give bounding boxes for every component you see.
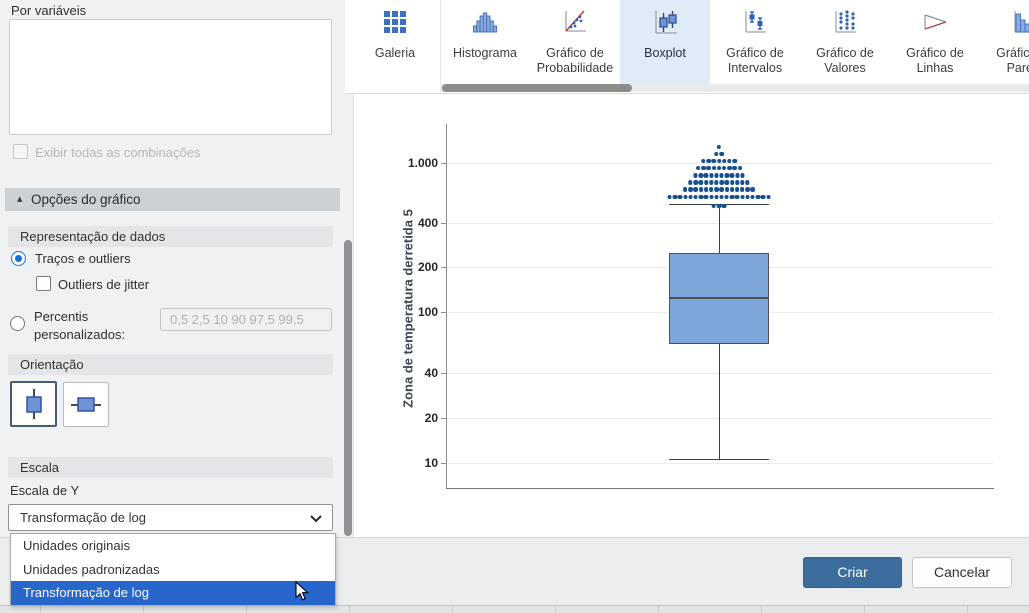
gridline-10: [447, 463, 993, 464]
custom-percentiles-label-1: Percentis: [34, 309, 89, 324]
worksheet-grid-strip: [0, 605, 1029, 613]
gallery-tab-probabilidade[interactable]: Gráfico de Probabilidade: [530, 0, 620, 88]
custom-percentiles-radio[interactable]: [10, 316, 25, 331]
boxplot-preview: Zona de temperatura derretida 5 1.000 40…: [353, 94, 1029, 537]
y-scale-selected-value: Transformação de log: [20, 510, 146, 525]
dropdown-option-unidades-originais[interactable]: Unidades originais: [23, 538, 130, 553]
gridline-400: [447, 223, 993, 224]
ytick-label: 100: [417, 305, 438, 319]
orientation-header: Orientação: [8, 354, 333, 375]
ytick-label: 10: [424, 456, 438, 470]
traces-outliers-label: Traços e outliers: [35, 251, 131, 266]
chart-options-header[interactable]: ▴ Opções do gráfico: [5, 188, 340, 211]
gallery-scrollbar-thumb[interactable]: [442, 84, 632, 92]
gridline-40: [447, 373, 993, 374]
show-all-combinations-label: Exibir todas as combinações: [35, 145, 201, 160]
lower-whisker-line: [718, 344, 720, 459]
ytick-label: 400: [417, 216, 438, 230]
horizontal-orientation-button[interactable]: [63, 382, 109, 427]
ytick-mark: [441, 463, 447, 464]
median-line: [669, 297, 769, 299]
ytick-label: 200: [417, 260, 438, 274]
mouse-cursor: [295, 580, 311, 608]
pareto-icon: [1012, 9, 1029, 40]
probability-plot-icon: [562, 9, 588, 40]
dropdown-option-unidades-padronizadas[interactable]: Unidades padronizadas: [23, 561, 160, 577]
create-button[interactable]: Criar: [803, 557, 902, 588]
custom-percentiles-input[interactable]: [160, 308, 332, 331]
ytick-label: 20: [424, 411, 438, 425]
custom-percentiles-label-2: personalizados:: [34, 327, 126, 342]
ytick-mark: [441, 163, 447, 164]
by-variables-label: Por variáveis: [11, 3, 87, 18]
jitter-outliers-checkbox[interactable]: [36, 276, 51, 291]
gallery-tab-boxplot[interactable]: Boxplot: [620, 0, 710, 88]
ytick-label: 1.000: [407, 156, 438, 170]
interval-plot-icon: [742, 9, 768, 40]
data-representation-header: Representação de dados: [8, 226, 333, 247]
chevron-down-icon: [310, 515, 322, 523]
ytick-mark: [441, 267, 447, 268]
sidebar-scrollbar-thumb[interactable]: [344, 240, 352, 536]
ytick-mark: [441, 373, 447, 374]
ytick-mark: [441, 223, 447, 224]
vertical-boxplot-icon: [25, 389, 42, 419]
ytick-mark: [441, 418, 447, 419]
gallery-tab-intervalos[interactable]: Gráfico de Intervalos: [710, 0, 800, 88]
options-sidebar: Por variáveis Exibir todas as combinaçõe…: [0, 0, 345, 537]
gallery-tab-pareto[interactable]: Gráfico de Pareto: [980, 0, 1029, 88]
gallery-scrollbar-track[interactable]: [440, 84, 1029, 92]
scale-header: Escala: [8, 457, 333, 478]
ytick-label: 40: [424, 366, 438, 380]
y-scale-select[interactable]: Transformação de log: [8, 504, 333, 531]
ytick-mark: [441, 312, 447, 313]
histogram-icon: [471, 9, 499, 40]
gallery-tab-valores[interactable]: Gráfico de Valores: [800, 0, 890, 88]
traces-outliers-radio[interactable]: [11, 251, 26, 266]
x-axis-line: [446, 488, 994, 490]
gallery-grid-icon: [382, 9, 408, 40]
horizontal-boxplot-icon: [71, 396, 101, 412]
chart-gallery-bar: Galeria Histograma: [345, 0, 1029, 94]
upper-whisker-line: [718, 204, 720, 253]
boxplot-icon: [651, 9, 679, 42]
gallery-tab-galeria[interactable]: Galeria: [350, 0, 441, 88]
dropdown-option-transformacao-log[interactable]: Transformação de log: [11, 581, 335, 605]
y-axis-line: [446, 124, 448, 488]
gallery-tab-linhas[interactable]: Gráfico de Linhas: [890, 0, 980, 88]
y-scale-dropdown-list: Unidades originais Unidades padronizadas…: [10, 533, 336, 606]
collapse-triangle-icon: ▴: [17, 193, 23, 205]
gridline-20: [447, 418, 993, 419]
gallery-tab-histograma[interactable]: Histograma: [440, 0, 530, 88]
y-scale-label: Escala de Y: [10, 483, 80, 498]
lower-whisker-cap: [669, 459, 769, 461]
by-variables-input[interactable]: [9, 19, 332, 135]
cancel-button[interactable]: Cancelar: [912, 557, 1012, 588]
value-plot-icon: [832, 9, 858, 40]
gridline-1000: [447, 163, 993, 164]
line-plot-icon: [921, 9, 949, 40]
vertical-orientation-button[interactable]: [10, 381, 57, 427]
show-all-combinations-checkbox: [13, 144, 28, 159]
outlier-dots: [667, 94, 771, 224]
jitter-outliers-label: Outliers de jitter: [58, 277, 150, 292]
